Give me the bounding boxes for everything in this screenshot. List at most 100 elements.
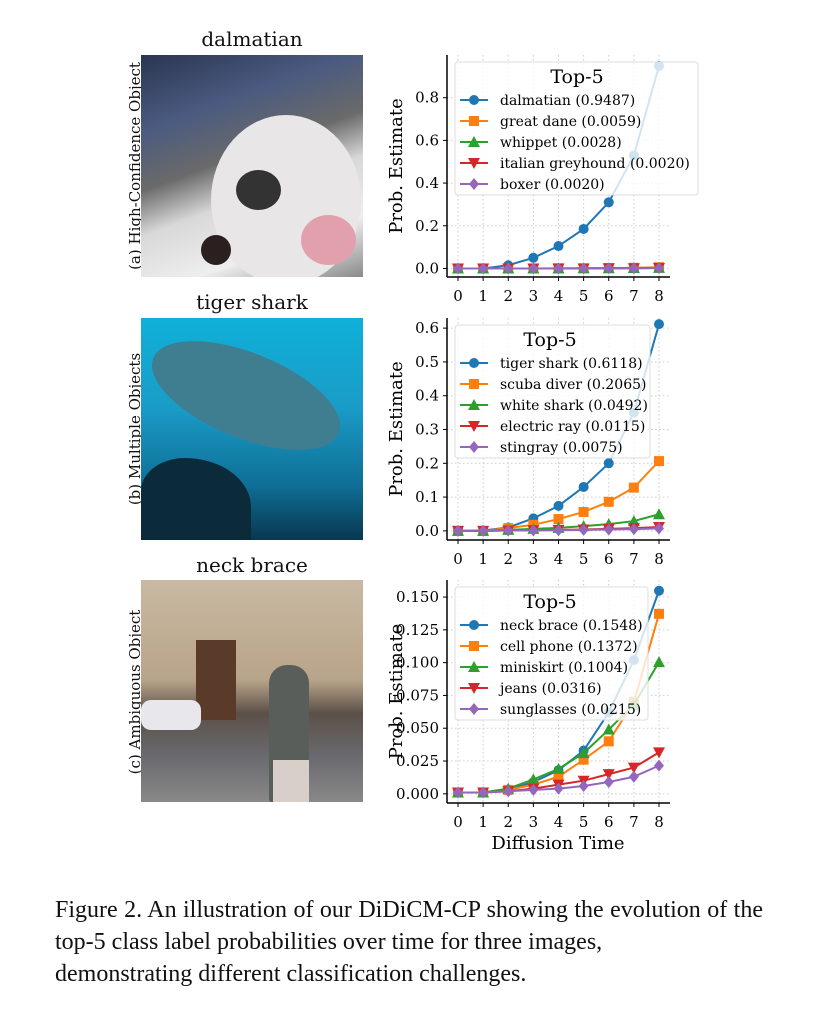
data-point [553,524,564,537]
legend-marker [468,683,480,694]
legend-marker [469,441,479,453]
y-tick-label: 0.0 [415,522,439,540]
legend-entry: sunglasses (0.0215) [500,702,641,718]
x-tick-label: 1 [478,550,488,568]
legend-entry: scuba diver (0.2065) [500,377,647,393]
data-point [528,252,539,263]
y-tick-label: 0.5 [415,353,439,371]
data-point [654,319,664,330]
data-point [654,585,664,596]
data-point [602,769,615,781]
y-tick-label: 0.125 [396,621,439,639]
legend-entry: white shark (0.0492) [500,398,648,414]
legend-title: Top-5 [523,591,576,613]
data-point [528,524,539,537]
legend-entry: jeans (0.0316) [498,681,602,697]
x-tick-label: 8 [654,287,664,305]
x-tick-label: 3 [529,287,539,305]
data-point [653,747,665,759]
dalmatian-photo [141,55,363,277]
y-tick-label: 0.3 [415,421,439,439]
x-tick-label: 3 [529,550,539,568]
x-tick-label: 8 [654,813,664,831]
x-tick-label: 0 [453,550,463,568]
data-point [654,759,664,772]
data-point [628,770,639,783]
y-tick-label: 0.1 [415,488,439,506]
y-axis-label: Prob. Estimate [386,98,407,234]
data-point [478,524,489,537]
data-point [578,779,589,792]
figure-caption: Figure 2. An illustration of our DiDiCM-… [55,894,763,990]
legend-entry: dalmatian (0.9487) [500,93,635,109]
x-tick-label: 5 [579,813,589,831]
legend-box [454,61,699,196]
data-point [627,762,640,774]
legend-marker [469,116,479,126]
data-point [653,508,665,520]
data-point [603,197,614,208]
data-point [503,524,514,537]
data-point [503,262,514,275]
x-tick-label: 1 [478,813,488,831]
data-point [553,241,564,252]
legend-entry: neck brace (0.1548) [500,618,643,634]
data-point [453,524,463,537]
data-point [453,262,463,275]
x-tick-label: 5 [579,550,589,568]
data-point [553,262,564,275]
y-tick-label: 0.0 [415,259,439,277]
x-tick-label: 4 [554,813,564,831]
x-tick-label: 7 [629,813,639,831]
data-point [628,482,639,493]
data-point [453,786,463,799]
caption-text-last-line: demonstrating different classification c… [55,961,527,987]
legend-box [454,586,649,721]
data-point [578,506,589,517]
x-tick-label: 1 [478,287,488,305]
legend-entry: whippet (0.0028) [500,135,622,151]
legend-marker [469,641,479,651]
data-point [553,500,564,511]
legend-marker [469,620,479,630]
data-point [603,776,614,789]
data-point [478,262,489,275]
data-point [527,773,540,785]
y-tick-label: 0.4 [415,174,439,192]
legend-title: Top-5 [550,66,603,88]
y-tick-label: 0.150 [396,588,439,606]
data-point [578,481,589,492]
x-tick-label: 7 [629,287,639,305]
caption-text: Figure 2. An illustration of our DiDiCM-… [55,897,763,955]
y-tick-label: 0.6 [415,319,439,337]
legend-marker [469,379,479,389]
legend-entry: italian greyhound (0.0020) [500,156,690,172]
y-tick-label: 0.025 [396,752,439,770]
x-tick-label: 3 [529,813,539,831]
data-point [503,785,514,798]
y-tick-label: 0.000 [396,785,439,803]
panel-title-dalmatian: dalmatian [201,27,303,51]
data-point [602,723,615,735]
x-tick-label: 0 [453,287,463,305]
legend-entry: cell phone (0.1372) [500,639,638,655]
x-tick-label: 0 [453,813,463,831]
data-point [528,783,539,796]
legend-marker [469,178,479,190]
legend-entry: electric ray (0.0115) [500,419,645,435]
x-tick-label: 5 [579,287,589,305]
x-tick-label: 4 [554,287,564,305]
data-point [654,608,664,619]
data-point [653,656,665,668]
data-point [577,747,590,759]
x-tick-label: 6 [604,287,614,305]
data-point [628,262,639,275]
data-point [654,262,664,275]
data-point [654,522,664,535]
legend-entry: great dane (0.0059) [500,114,641,130]
x-tick-label: 2 [503,813,513,831]
data-point [603,736,614,747]
legend-marker [468,661,480,672]
legend-entry: tiger shark (0.6118) [500,356,643,372]
